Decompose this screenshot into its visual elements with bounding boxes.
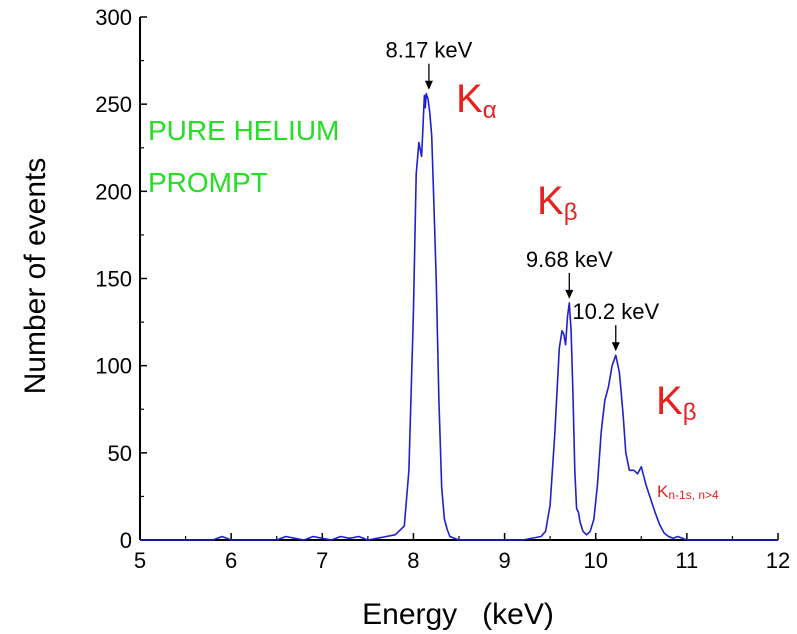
- spectrum-line: [140, 92, 778, 541]
- peak-energy-label: 8.17 keV: [386, 38, 473, 63]
- y-tick-label: 50: [108, 441, 132, 466]
- k-n-label: Kn-1s, n>4: [657, 482, 719, 502]
- y-tick-label: 150: [95, 267, 132, 292]
- y-tick-label: 200: [95, 179, 132, 204]
- x-tick-label: 5: [134, 548, 146, 573]
- annotations: 8.17 keV 9.68 keV 10.2 keV: [386, 38, 660, 352]
- k-beta-label-1: Kβ: [537, 179, 578, 226]
- x-tick-label: 9: [498, 548, 510, 573]
- k-alpha-label: Kα: [456, 77, 497, 124]
- y-axis-title: Number of events: [19, 158, 52, 395]
- k-beta-label-2: Kβ: [656, 379, 697, 426]
- peak-energy-label: 10.2 keV: [572, 299, 659, 324]
- x-tick-label: 6: [225, 548, 237, 573]
- peak-arrow-head: [424, 80, 433, 90]
- x-tick-label: 11: [675, 548, 698, 573]
- x-tick-label: 10: [583, 548, 607, 573]
- k-n-sub: n-1s, n>4: [668, 488, 719, 502]
- k-beta-2-sub: β: [683, 399, 697, 426]
- k-beta-1-main: K: [537, 179, 564, 223]
- k-alpha-sub: α: [483, 97, 497, 124]
- peak-arrow-head: [565, 289, 574, 299]
- x-tick-label: 12: [766, 548, 790, 573]
- k-beta-1-sub: β: [564, 199, 578, 226]
- x-tick-label: 8: [407, 548, 419, 573]
- y-tick-label: 250: [95, 92, 132, 117]
- k-n-main: K: [657, 482, 669, 501]
- y-tick-label: 0: [120, 528, 132, 553]
- k-alpha-main: K: [456, 77, 483, 121]
- x-axis-title: Energy (keV): [362, 598, 554, 631]
- peak-arrow-head: [611, 342, 620, 352]
- k-beta-2-main: K: [656, 379, 683, 423]
- ticks: 5 6 7 8 9 10 11 12 0 50 100 150 200 250 300: [95, 5, 790, 573]
- y-tick-label: 100: [95, 354, 132, 379]
- pure-helium-label: PURE HELIUM: [148, 115, 339, 146]
- y-tick-label: 300: [95, 5, 132, 30]
- prompt-label: PROMPT: [148, 167, 268, 198]
- x-tick-label: 7: [316, 548, 328, 573]
- series-group: [140, 92, 778, 541]
- peak-energy-label: 9.68 keV: [526, 247, 613, 272]
